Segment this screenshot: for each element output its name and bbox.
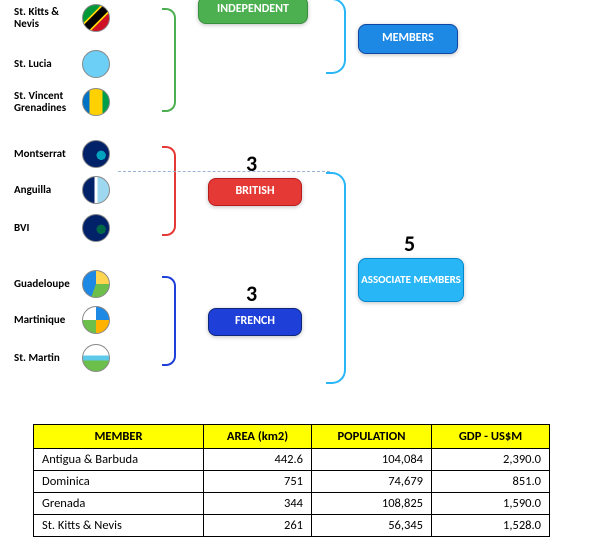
table-cell: 442.6 — [204, 449, 312, 471]
flag-icon — [82, 140, 110, 168]
country-label: St. Vincent Grenadines — [14, 90, 82, 114]
flag-icon — [82, 270, 110, 298]
country-label: BVI — [14, 222, 82, 234]
flag-icon — [82, 88, 110, 116]
country-row: Anguilla — [14, 174, 110, 206]
british-badge: BRITISH — [208, 178, 302, 206]
group-bracket — [162, 146, 176, 236]
connector-line — [118, 171, 330, 172]
country-row: St. Martin — [14, 342, 110, 374]
flag-icon — [82, 50, 110, 78]
table-cell: 104,084 — [312, 449, 432, 471]
members-bracket — [326, 172, 346, 384]
table-cell: 1,528.0 — [432, 515, 550, 537]
table-cell: St. Kitts & Nevis — [34, 515, 204, 537]
table-cell: Antigua & Barbuda — [34, 449, 204, 471]
table-cell: 74,679 — [312, 471, 432, 493]
table-row: St. Kitts & Nevis26156,3451,528.0 — [34, 515, 550, 537]
associate-count: 5 — [404, 230, 415, 257]
flag-icon — [82, 306, 110, 334]
country-row: Martinique — [14, 304, 110, 336]
flag-icon — [82, 214, 110, 242]
independent-badge: INDEPENDENT — [198, 0, 308, 24]
table-cell: 108,825 — [312, 493, 432, 515]
flag-icon — [82, 344, 110, 372]
country-row: St. Lucia — [14, 48, 110, 80]
table-cell: 1,590.0 — [432, 493, 550, 515]
table-header: AREA (km2) — [204, 425, 312, 449]
country-label: Anguilla — [14, 184, 82, 196]
country-row: Guadeloupe — [14, 268, 110, 300]
table-row: Antigua & Barbuda442.6104,0842,390.0 — [34, 449, 550, 471]
members-badge: MEMBERS — [358, 24, 458, 54]
table-cell: 751 — [204, 471, 312, 493]
country-label: Guadeloupe — [14, 278, 82, 290]
country-row: Montserrat — [14, 138, 110, 170]
country-label: St. Martin — [14, 352, 82, 364]
table-cell: 851.0 — [432, 471, 550, 493]
members-bracket — [326, 0, 346, 74]
table-cell: Dominica — [34, 471, 204, 493]
country-label: Martinique — [14, 314, 82, 326]
country-label: St. Lucia — [14, 58, 82, 70]
flag-icon — [82, 4, 110, 32]
country-label: St. Kitts & Nevis — [14, 6, 82, 30]
country-row: St. Kitts & Nevis — [14, 2, 110, 34]
table-cell: 344 — [204, 493, 312, 515]
country-row: BVI — [14, 212, 110, 244]
table-row: Grenada344108,8251,590.0 — [34, 493, 550, 515]
country-label: Montserrat — [14, 148, 82, 160]
associate-badge: ASSOCIATE MEMBERS — [358, 258, 464, 302]
table-header: POPULATION — [312, 425, 432, 449]
group-bracket — [162, 8, 176, 112]
group-bracket — [162, 276, 176, 366]
table-header: GDP - US$M — [432, 425, 550, 449]
flag-icon — [82, 176, 110, 204]
british-count: 3 — [246, 150, 257, 177]
table-cell: 261 — [204, 515, 312, 537]
table-cell: 56,345 — [312, 515, 432, 537]
french-count: 3 — [246, 280, 257, 307]
table-header: MEMBER — [34, 425, 204, 449]
table-cell: Grenada — [34, 493, 204, 515]
table-row: Dominica75174,679851.0 — [34, 471, 550, 493]
members-table: MEMBERAREA (km2)POPULATIONGDP - US$MAnti… — [33, 424, 550, 537]
table-cell: 2,390.0 — [432, 449, 550, 471]
country-row: St. Vincent Grenadines — [14, 86, 110, 118]
french-badge: FRENCH — [208, 308, 302, 336]
